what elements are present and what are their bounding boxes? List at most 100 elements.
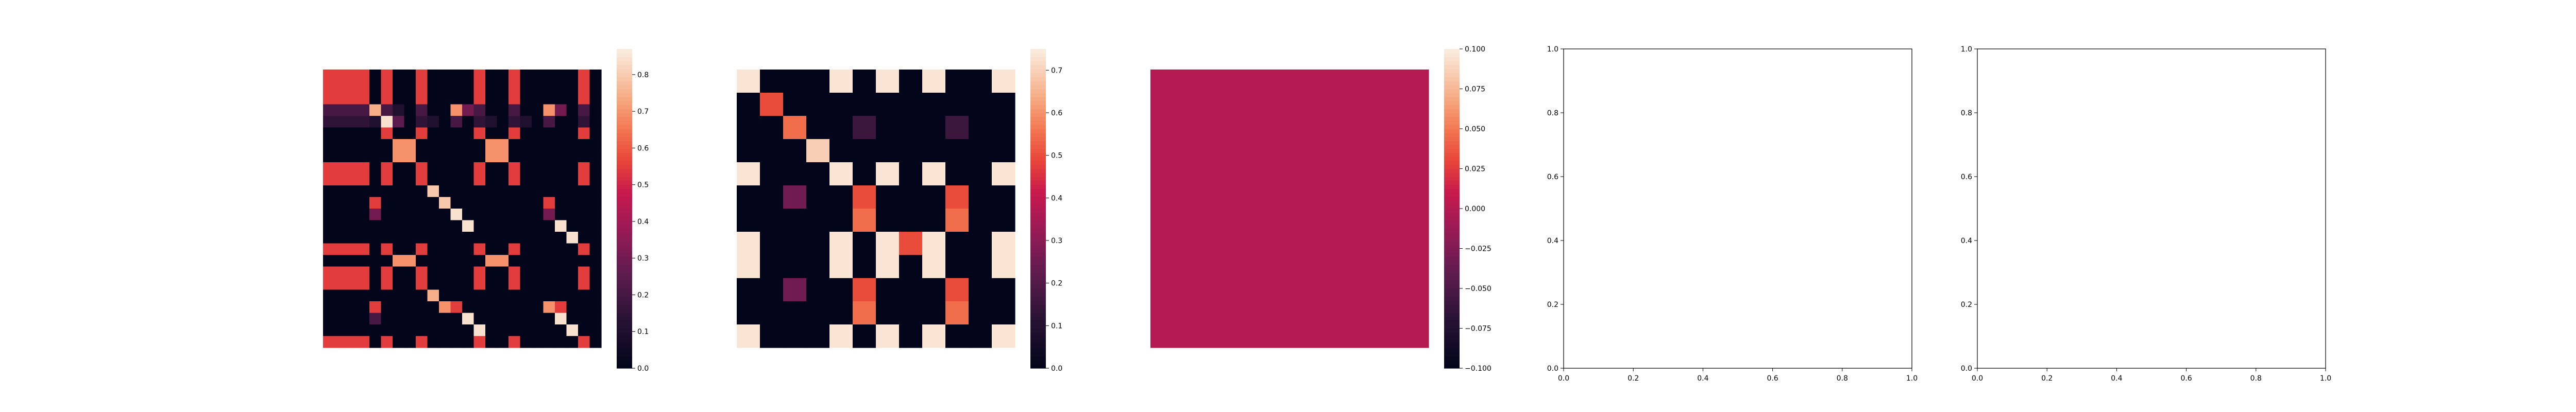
heatmap-cell xyxy=(760,162,784,186)
colorbar-segment xyxy=(617,180,632,185)
heatmap-cell xyxy=(497,139,509,151)
heatmap-cell xyxy=(323,127,335,140)
heatmap-cell xyxy=(806,301,830,325)
colorbar-tick-label: 0.1 xyxy=(637,328,649,336)
heatmap-cell xyxy=(485,220,498,232)
heatmap-cell xyxy=(969,209,992,232)
colorbar-segment xyxy=(617,209,632,213)
colorbar-segment xyxy=(617,276,632,281)
heatmap-cell xyxy=(520,301,532,314)
heatmap-cell xyxy=(520,220,532,232)
heatmap-cell xyxy=(589,104,602,116)
heatmap-cell xyxy=(323,185,335,198)
colorbar-segment xyxy=(1030,200,1046,205)
x-tick-label: 0.2 xyxy=(2041,374,2053,383)
y-tick-label: 0.2 xyxy=(1547,301,1558,309)
heatmap-cell xyxy=(369,116,382,128)
heatmap-cell xyxy=(381,336,393,348)
heatmap-cell xyxy=(427,243,439,255)
heatmap-cell xyxy=(462,150,474,163)
heatmap-cell xyxy=(462,70,474,82)
heatmap-cell xyxy=(566,185,579,198)
heatmap-cell xyxy=(416,220,428,232)
heatmap-cell xyxy=(992,185,1015,209)
heatmap-cell xyxy=(381,266,393,279)
heatmap-cell xyxy=(589,243,602,255)
colorbar-segment xyxy=(1444,193,1460,197)
colorbar-segment xyxy=(1444,264,1460,269)
x-tick-label: 0.8 xyxy=(1837,374,1848,383)
heatmap-cell xyxy=(346,232,359,244)
heatmap-cell xyxy=(404,266,416,279)
heatmap-cell xyxy=(358,324,370,337)
heatmap-cell xyxy=(473,324,486,337)
colorbar-segment xyxy=(1444,344,1460,349)
heatmap-cell xyxy=(393,127,405,140)
heatmap-cell xyxy=(829,116,853,140)
heatmap-cell xyxy=(509,116,521,128)
heatmap-cell xyxy=(369,197,382,209)
heatmap-cell xyxy=(509,70,521,82)
heatmap-cell xyxy=(509,93,521,105)
heatmap-cell xyxy=(760,278,784,302)
heatmap-cell xyxy=(323,301,335,314)
colorbar-segment xyxy=(1444,157,1460,161)
heatmap-cell xyxy=(358,93,370,105)
heatmap-cell xyxy=(381,278,393,290)
heatmap-cell xyxy=(485,278,498,290)
colorbar-segment xyxy=(1444,352,1460,357)
heatmap-cell xyxy=(427,232,439,244)
heatmap-cell xyxy=(369,93,382,105)
heatmap-cell xyxy=(346,174,359,186)
colorbar-segment xyxy=(1030,161,1046,165)
heatmap-cell xyxy=(462,185,474,198)
colorbar-segment xyxy=(617,324,632,329)
heatmap-cell xyxy=(358,220,370,232)
colorbar-segment xyxy=(1030,316,1046,321)
y-tick-label: 0.4 xyxy=(1961,237,1972,245)
heatmap-cell xyxy=(473,220,486,232)
colorbar-segment xyxy=(1030,148,1046,153)
heatmap-cell xyxy=(393,232,405,244)
colorbar-segment xyxy=(1444,152,1460,157)
heatmap-cell xyxy=(806,324,830,348)
colorbar-segment xyxy=(1030,232,1046,237)
heatmap-cell xyxy=(369,81,382,93)
heatmap-cell xyxy=(416,150,428,163)
colorbar-tick-label: 0.0 xyxy=(637,365,649,373)
heatmap-cell xyxy=(358,197,370,209)
heatmap-cell xyxy=(566,116,579,128)
heatmap-cell xyxy=(404,162,416,175)
y-tick-label: 0.6 xyxy=(1961,173,1972,181)
heatmap-cell xyxy=(450,266,463,279)
heatmap-cell xyxy=(532,116,544,128)
colorbar-segment xyxy=(617,260,632,265)
heatmap-cell xyxy=(532,93,544,105)
colorbar-segment xyxy=(1444,268,1460,273)
colorbar-segment xyxy=(1444,324,1460,329)
heatmap-cell xyxy=(393,209,405,221)
heatmap-cell xyxy=(783,139,807,163)
heatmap-cell xyxy=(566,209,579,221)
heatmap-cell xyxy=(532,266,544,279)
colorbar-tick-label: 0.050 xyxy=(1465,125,1485,133)
colorbar-segment xyxy=(1030,196,1046,201)
heatmap-cell xyxy=(346,70,359,82)
colorbar-segment xyxy=(1444,256,1460,261)
heatmap-cell xyxy=(473,209,486,221)
colorbar-segment xyxy=(1030,89,1046,93)
heatmap-cell xyxy=(922,232,946,255)
colorbar-tick-label: 0.2 xyxy=(1051,280,1062,288)
colorbar-segment xyxy=(1030,177,1046,181)
heatmap-cell xyxy=(806,209,830,232)
heatmap-cell xyxy=(520,127,532,140)
heatmap-cell xyxy=(555,93,567,105)
heatmap-cell xyxy=(334,185,347,198)
heatmap-cell xyxy=(393,116,405,128)
heatmap-cell xyxy=(497,70,509,82)
heatmap-cell xyxy=(532,127,544,140)
heatmap-cell xyxy=(555,81,567,93)
heatmap-cell xyxy=(439,266,451,279)
colorbar-segment xyxy=(1444,304,1460,309)
heatmap-cell xyxy=(497,162,509,175)
